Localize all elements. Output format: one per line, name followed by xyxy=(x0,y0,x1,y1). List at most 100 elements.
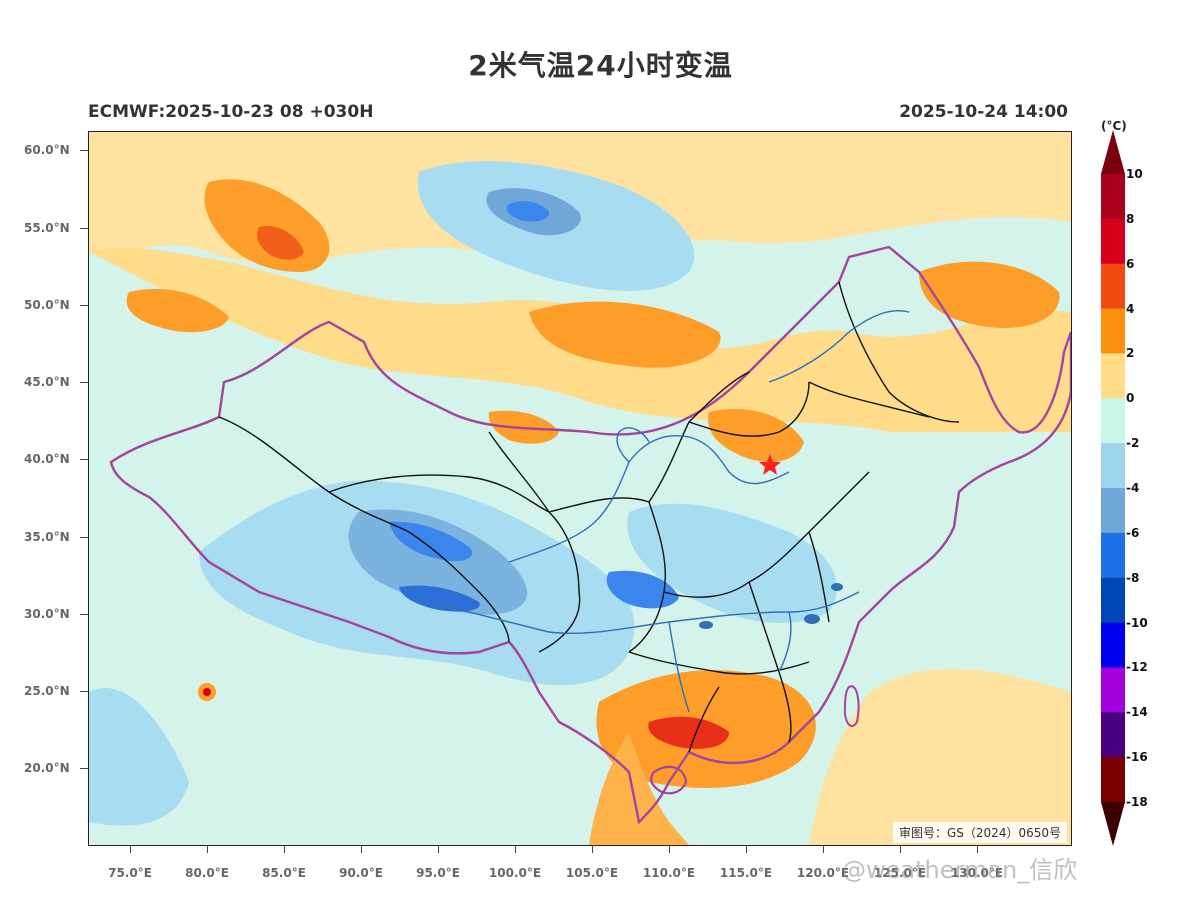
colorbar-segment xyxy=(1101,532,1125,579)
lon-label: 110.0°E xyxy=(642,866,696,880)
lat-label: 40.0°N xyxy=(24,452,70,466)
lat-tick xyxy=(80,459,88,460)
colorbar-segment xyxy=(1101,443,1125,489)
lon-label: 105.0°E xyxy=(565,866,619,880)
lat-tick xyxy=(80,614,88,615)
lon-tick xyxy=(361,845,362,853)
lat-label: 60.0°N xyxy=(24,143,70,157)
lon-label: 125.0°E xyxy=(873,866,927,880)
colorbar-segment xyxy=(1101,308,1125,354)
lon-tick xyxy=(438,845,439,853)
colorbar-segment xyxy=(1101,353,1125,399)
lon-label: 130.0°E xyxy=(950,866,1004,880)
colorbar-tick-label: -6 xyxy=(1126,525,1140,540)
lon-tick xyxy=(515,845,516,853)
lat-label: 35.0°N xyxy=(24,530,70,544)
lon-tick xyxy=(669,845,670,853)
lon-tick xyxy=(284,845,285,853)
approval-number: 审图号：GS（2024）0650号 xyxy=(893,822,1067,843)
colorbar-unit: (°C) xyxy=(1101,119,1127,133)
lon-label: 100.0°E xyxy=(488,866,542,880)
lon-label: 90.0°E xyxy=(339,866,383,880)
cold-core-tibet-b xyxy=(399,585,480,612)
warm-area-pacific xyxy=(809,668,1071,845)
lake-dongting xyxy=(699,621,713,629)
colorbar-segment xyxy=(1101,218,1125,265)
lake-tai xyxy=(831,583,843,591)
lon-tick xyxy=(592,845,593,853)
map-canvas xyxy=(89,132,1071,845)
lon-tick xyxy=(207,845,208,853)
lat-tick xyxy=(80,305,88,306)
hot-core-kazakhstan xyxy=(257,226,304,260)
colorbar-tick-label: -18 xyxy=(1126,795,1148,809)
colorbar-segment xyxy=(1101,667,1125,713)
lon-label: 95.0°E xyxy=(416,866,460,880)
chart-title: 2米气温24小时变温 xyxy=(468,49,733,82)
colorbar-tick-label: -4 xyxy=(1126,481,1140,495)
colorbar-segment xyxy=(1101,757,1125,803)
lat-label: 55.0°N xyxy=(24,221,70,235)
cooler-area-tibet xyxy=(348,509,528,615)
lat-label: 45.0°N xyxy=(24,375,70,389)
colorbar-tick-label: -12 xyxy=(1126,660,1148,675)
colorbar xyxy=(1101,130,1125,846)
colorbar-tick-label: -2 xyxy=(1126,436,1140,451)
colorbar-bottom-extension xyxy=(1101,802,1125,846)
lat-label: 50.0°N xyxy=(24,298,70,312)
colorbar-segment xyxy=(1101,622,1125,668)
cool-area-india xyxy=(89,688,189,826)
lon-tick xyxy=(977,845,978,853)
rivers xyxy=(428,310,910,713)
cold-core-siberia-inner xyxy=(506,201,550,222)
lake-poyang xyxy=(804,614,820,624)
temperature-change-map: 审图号：GS（2024）0650号 xyxy=(88,131,1072,846)
colorbar-segment xyxy=(1101,488,1125,534)
valid-time-label: 2025-10-24 14:00 xyxy=(899,102,1068,122)
lon-tick xyxy=(900,845,901,853)
colorbar-tick-label: -14 xyxy=(1126,705,1148,720)
hainan-border xyxy=(650,765,688,795)
lat-label: 25.0°N xyxy=(24,684,70,698)
lat-tick xyxy=(80,768,88,769)
model-run-label: ECMWF:2025-10-23 08 +030H xyxy=(88,102,374,122)
lon-label: 115.0°E xyxy=(719,866,773,880)
warm-patch-west xyxy=(126,288,229,333)
lon-label: 80.0°E xyxy=(185,866,229,880)
colorbar-tick-label: -16 xyxy=(1126,750,1148,765)
warm-area-gulf xyxy=(589,732,689,845)
lon-tick xyxy=(746,845,747,853)
lon-label: 85.0°E xyxy=(262,866,306,880)
warm-patch-far-east xyxy=(919,261,1060,328)
watermark: @weatherman_信欣 xyxy=(842,856,1078,884)
colorbar-tick-label: 10 xyxy=(1126,167,1143,181)
lon-tick xyxy=(823,845,824,853)
warm-patch-mongolia xyxy=(529,301,721,368)
colorbar-segment xyxy=(1101,398,1125,444)
national-border xyxy=(109,245,1071,825)
colorbar-tick-label: -8 xyxy=(1126,570,1140,585)
lat-label: 20.0°N xyxy=(24,761,70,775)
lon-tick xyxy=(130,845,131,853)
colorbar-segment xyxy=(1101,263,1125,310)
colorbar-tick-label: 6 xyxy=(1126,256,1135,271)
cold-core-tibet-a xyxy=(389,521,473,562)
hot-spot-india-a xyxy=(203,688,211,696)
lon-label: 120.0°E xyxy=(796,866,850,880)
lat-label: 30.0°N xyxy=(24,607,70,621)
colorbar-segment xyxy=(1101,712,1125,758)
lat-tick xyxy=(80,150,88,151)
lat-tick xyxy=(80,537,88,538)
lat-tick xyxy=(80,382,88,383)
colorbar-top-extension xyxy=(1101,130,1125,174)
lon-label: 75.0°E xyxy=(108,866,152,880)
colorbar-segment xyxy=(1101,174,1125,220)
colorbar-tick-label: 2 xyxy=(1126,346,1135,361)
cool-area-central xyxy=(627,503,837,623)
beijing-star-marker xyxy=(759,454,781,475)
colorbar-tick-label: 8 xyxy=(1126,211,1135,226)
colorbar-tick-label: 0 xyxy=(1126,391,1135,406)
cold-core-sichuan xyxy=(606,570,679,609)
colorbar-segment xyxy=(1101,577,1125,624)
province-boundaries xyxy=(218,281,960,753)
